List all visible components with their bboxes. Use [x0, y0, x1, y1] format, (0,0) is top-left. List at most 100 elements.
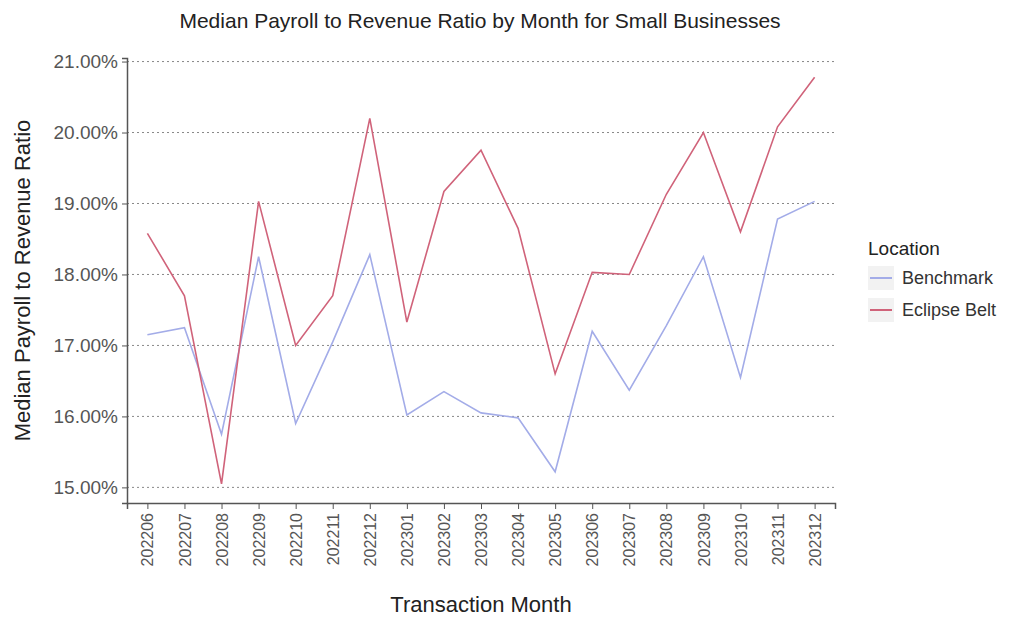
x-tick-label: 202211 [325, 513, 342, 565]
x-tick-mark [592, 503, 593, 509]
legend-label: Benchmark [902, 268, 994, 288]
x-tick-label: 202303 [473, 513, 490, 566]
x-tick-mark [184, 503, 185, 509]
x-tick-label: 202210 [288, 513, 305, 566]
x-tick-mark [259, 503, 260, 509]
x-tick-mark [518, 503, 519, 509]
y-tick: 19.00% [54, 193, 127, 214]
x-tick: 202211 [325, 503, 342, 565]
legend-title: Location [868, 238, 940, 259]
y-tick-label: 17.00% [54, 335, 119, 356]
y-tick: 16.00% [54, 406, 127, 427]
y-tick-mark [122, 203, 127, 204]
y-tick: 15.00% [54, 477, 127, 498]
y-tick-mark [122, 274, 127, 275]
y-tick: 17.00% [54, 335, 127, 356]
y-tick-mark [122, 133, 127, 134]
legend-item: Eclipse Belt [868, 298, 996, 322]
y-tick-mark [122, 416, 127, 417]
x-tick: 202301 [399, 503, 416, 566]
lines [147, 77, 814, 484]
x-tick: 202209 [251, 503, 268, 566]
x-tick: 202206 [139, 503, 156, 566]
x-tick-label: 202206 [139, 513, 156, 566]
x-tick-mark [370, 503, 371, 509]
y-tick: 18.00% [54, 264, 127, 285]
x-tick: 202310 [733, 503, 750, 566]
x-tick-mark [703, 503, 704, 509]
x-tick-mark [333, 503, 334, 509]
y-tick-label: 21.00% [54, 51, 119, 72]
x-tick-mark [444, 503, 445, 509]
x-tick-mark [222, 503, 223, 509]
x-tick-mark [629, 503, 630, 509]
y-tick: 20.00% [54, 122, 127, 143]
x-tick-mark [147, 503, 148, 509]
grid-line [127, 203, 835, 204]
x-tick-mark [740, 503, 741, 509]
x-tick-label: 202301 [399, 513, 416, 566]
x-tick: 202208 [214, 503, 231, 566]
grid-line [127, 61, 835, 62]
x-tick-mark [815, 503, 816, 509]
x-tick: 202303 [473, 503, 490, 566]
legend: Location Benchmark Eclipse Belt [868, 238, 996, 322]
x-tick-label: 202209 [251, 513, 268, 566]
grid [127, 62, 835, 488]
x-tick: 202304 [510, 503, 527, 566]
x-tick-label: 202310 [733, 513, 750, 566]
y-tick-label: 15.00% [54, 477, 119, 498]
grid-line [127, 132, 835, 133]
y-axis-line [122, 59, 128, 504]
y-tick-mark [122, 62, 127, 63]
x-tick-label: 202304 [510, 513, 527, 566]
x-tick-mark [778, 503, 779, 509]
x-tick-label: 202308 [658, 513, 675, 566]
y-tick-label: 18.00% [54, 264, 119, 285]
x-tick-label: 202302 [436, 513, 453, 566]
chart: 15.00% 16.00% 17.00% 18.00% 19.00% 20.00% 21.0… [0, 0, 1024, 640]
y-tick-mark [122, 345, 127, 346]
y-tick-label: 20.00% [54, 122, 119, 143]
x-axis-line [128, 504, 836, 510]
x-tick-label: 202309 [696, 513, 713, 566]
x-tick-label: 202305 [547, 513, 564, 566]
grid-line [127, 274, 835, 275]
x-tick-mark [296, 503, 297, 509]
x-tick-label: 202306 [584, 513, 601, 566]
x-tick: 202309 [696, 503, 713, 566]
legend-key [870, 309, 892, 311]
x-tick-mark [407, 503, 408, 509]
legend-label: Eclipse Belt [902, 300, 996, 320]
x-tick: 202306 [584, 503, 601, 566]
legend-item: Benchmark [868, 266, 994, 290]
x-axis: 202206 202207 202208 202209 202210 202211 2022… [128, 503, 836, 566]
grid-line [127, 416, 835, 417]
x-tick-label: 202207 [177, 513, 194, 566]
title: Median Payroll to Revenue Ratio by Month… [179, 9, 780, 32]
x-tick: 202302 [436, 503, 453, 566]
x-tick: 202312 [807, 503, 824, 566]
y-tick-mark [122, 487, 127, 488]
x-axis-title: Transaction Month [390, 592, 571, 617]
series-line [147, 77, 814, 484]
legend-key-bg [868, 298, 894, 322]
x-tick-mark [666, 503, 667, 509]
series-line [147, 201, 814, 471]
x-tick-label: 202312 [807, 513, 824, 566]
legend-key [870, 277, 892, 279]
plot: 15.00% 16.00% 17.00% 18.00% 19.00% 20.00% 21.0… [54, 51, 836, 566]
y-tick-label: 16.00% [54, 406, 119, 427]
x-tick: 202305 [547, 503, 564, 566]
x-tick: 202212 [362, 503, 379, 566]
x-tick-label: 202212 [362, 513, 379, 566]
y-tick: 21.00% [54, 51, 127, 72]
legend-key-bg [868, 266, 894, 290]
x-tick: 202311 [770, 503, 787, 565]
y-axis: 15.00% 16.00% 17.00% 18.00% 19.00% 20.00% 21.0… [54, 51, 128, 503]
x-tick: 202307 [621, 503, 638, 566]
x-tick-mark [555, 503, 556, 509]
grid-line [127, 487, 835, 488]
x-tick: 202210 [288, 503, 305, 566]
y-axis-title: Median Payroll to Revenue Ratio [10, 120, 35, 442]
